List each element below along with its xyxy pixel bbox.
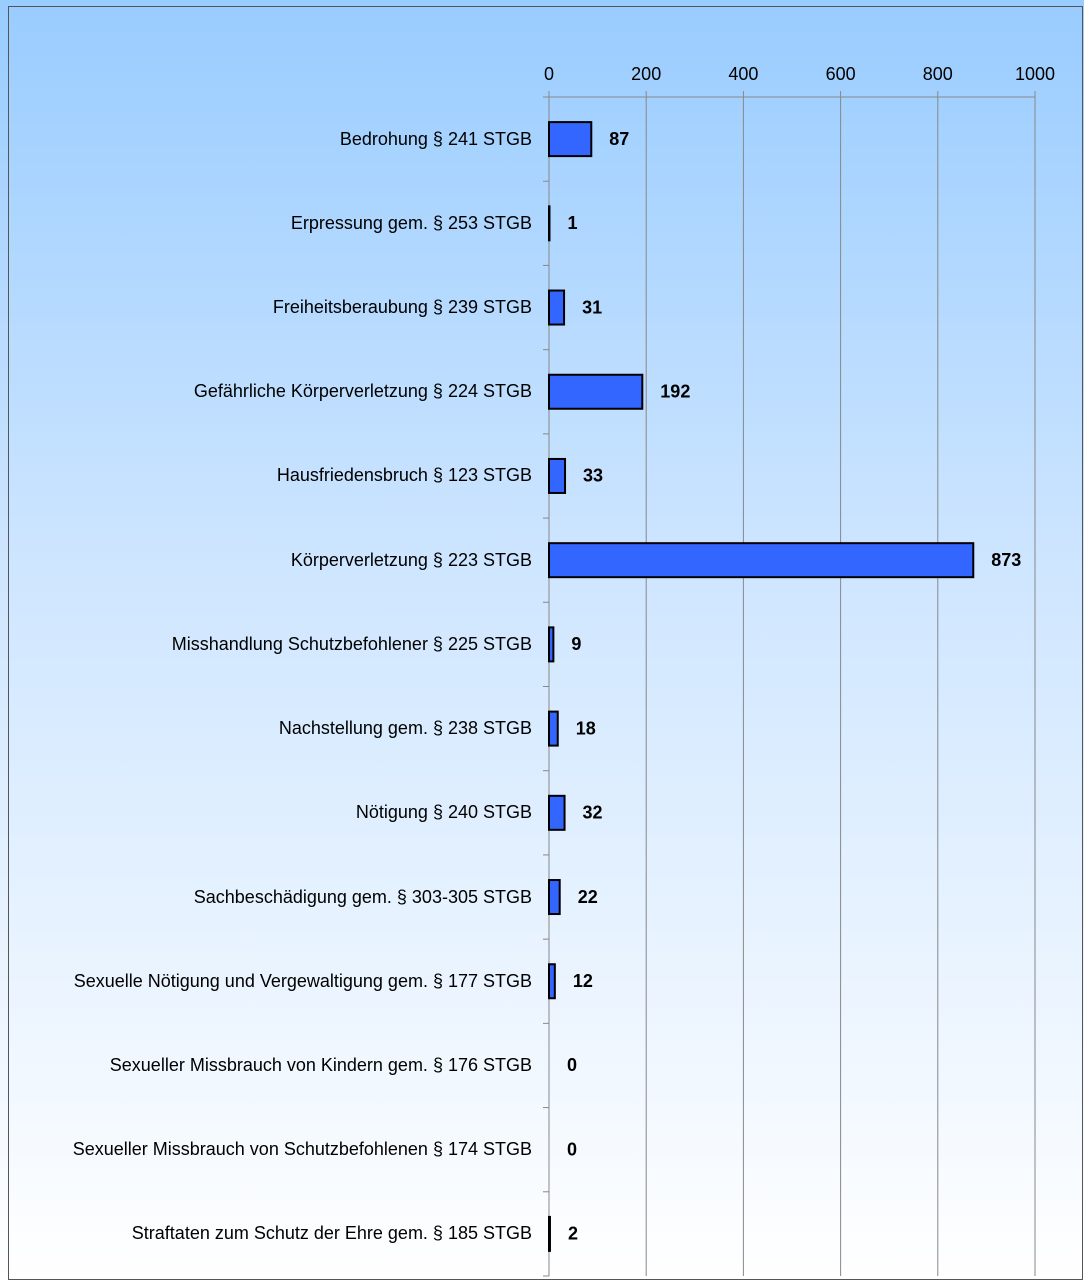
- y-tick-label-box: Sexuelle Nötigung und Vergewaltigung gem…: [74, 951, 532, 1011]
- bar: [548, 121, 593, 158]
- y-tick-label-box: Sachbeschädigung gem. § 303-305 STGB: [194, 867, 532, 927]
- bar: [548, 710, 559, 747]
- bar: [548, 879, 561, 916]
- y-tick-label-box: Erpressung gem. § 253 STGB: [291, 193, 532, 253]
- value-label: 9: [571, 634, 581, 654]
- chart-border: [8, 6, 1083, 1280]
- value-label: 1: [567, 213, 577, 233]
- y-tick-label: Nötigung § 240 STGB: [355, 802, 532, 823]
- value-label: 33: [583, 466, 603, 486]
- value-label: 0: [567, 1139, 577, 1159]
- x-tick-label: 0: [544, 64, 554, 84]
- y-tick-label-box: Bedrohung § 241 STGB: [340, 109, 532, 169]
- y-tick-label: Freiheitsberaubung § 239 STGB: [272, 297, 532, 318]
- y-tick-label-box: Nötigung § 240 STGB: [356, 783, 532, 843]
- bar: [548, 626, 555, 663]
- value-label: 32: [583, 803, 603, 823]
- y-tick-label-box: Hausfriedensbruch § 123 STGB: [277, 446, 532, 506]
- y-tick-label: Hausfriedensbruch § 123 STGB: [276, 465, 532, 486]
- bar: [548, 542, 975, 579]
- bar: [548, 373, 644, 410]
- y-tick-label: Gefährliche Körperverletzung § 224 STGB: [193, 381, 532, 402]
- bar: [548, 1215, 551, 1252]
- y-tick-label-box: Nachstellung gem. § 238 STGB: [279, 699, 532, 759]
- bar: [548, 289, 566, 326]
- y-tick-label: Sexuelle Nötigung und Vergewaltigung gem…: [73, 970, 532, 991]
- value-label: 0: [567, 1055, 577, 1075]
- value-label: 192: [660, 382, 690, 402]
- y-tick-label: Bedrohung § 241 STGB: [339, 128, 532, 149]
- y-tick-label-box: Misshandlung Schutzbefohlener § 225 STGB: [172, 614, 532, 674]
- y-tick-label-box: Körperverletzung § 223 STGB: [291, 530, 532, 590]
- value-label: 12: [573, 971, 593, 991]
- y-tick-label: Misshandlung Schutzbefohlener § 225 STGB: [171, 633, 532, 654]
- y-tick-label: Sexueller Missbrauch von Schutzbefohlene…: [72, 1139, 532, 1160]
- y-tick-label-box: Freiheitsberaubung § 239 STGB: [273, 278, 532, 338]
- bar: [548, 457, 567, 494]
- y-tick-label: Körperverletzung § 223 STGB: [290, 549, 532, 570]
- y-tick-label-box: Gefährliche Körperverletzung § 224 STGB: [194, 362, 532, 422]
- value-label: 873: [991, 550, 1021, 570]
- value-label: 22: [578, 887, 598, 907]
- x-tick-label: 1000: [1015, 64, 1055, 84]
- value-label: 87: [609, 129, 629, 149]
- y-tick-label: Straftaten zum Schutz der Ehre gem. § 18…: [131, 1223, 532, 1244]
- y-tick-label: Erpressung gem. § 253 STGB: [290, 212, 532, 233]
- y-tick-label: Nachstellung gem. § 238 STGB: [278, 718, 532, 739]
- value-label: 31: [582, 297, 602, 317]
- value-label: 18: [576, 718, 596, 738]
- value-label: 2: [568, 1224, 578, 1244]
- x-tick-label: 800: [923, 64, 953, 84]
- y-tick-label-box: Sexueller Missbrauch von Schutzbefohlene…: [73, 1120, 532, 1180]
- bar: [548, 963, 556, 1000]
- y-tick-label: Sexueller Missbrauch von Kindern gem. § …: [109, 1054, 532, 1075]
- bar: [548, 794, 566, 831]
- y-tick-label: Sachbeschädigung gem. § 303-305 STGB: [193, 886, 532, 907]
- x-tick-label: 600: [826, 64, 856, 84]
- x-tick-label: 200: [631, 64, 661, 84]
- y-tick-label-box: Sexueller Missbrauch von Kindern gem. § …: [110, 1035, 532, 1095]
- y-tick-label-box: Straftaten zum Schutz der Ehre gem. § 18…: [132, 1204, 532, 1264]
- x-tick-label: 400: [728, 64, 758, 84]
